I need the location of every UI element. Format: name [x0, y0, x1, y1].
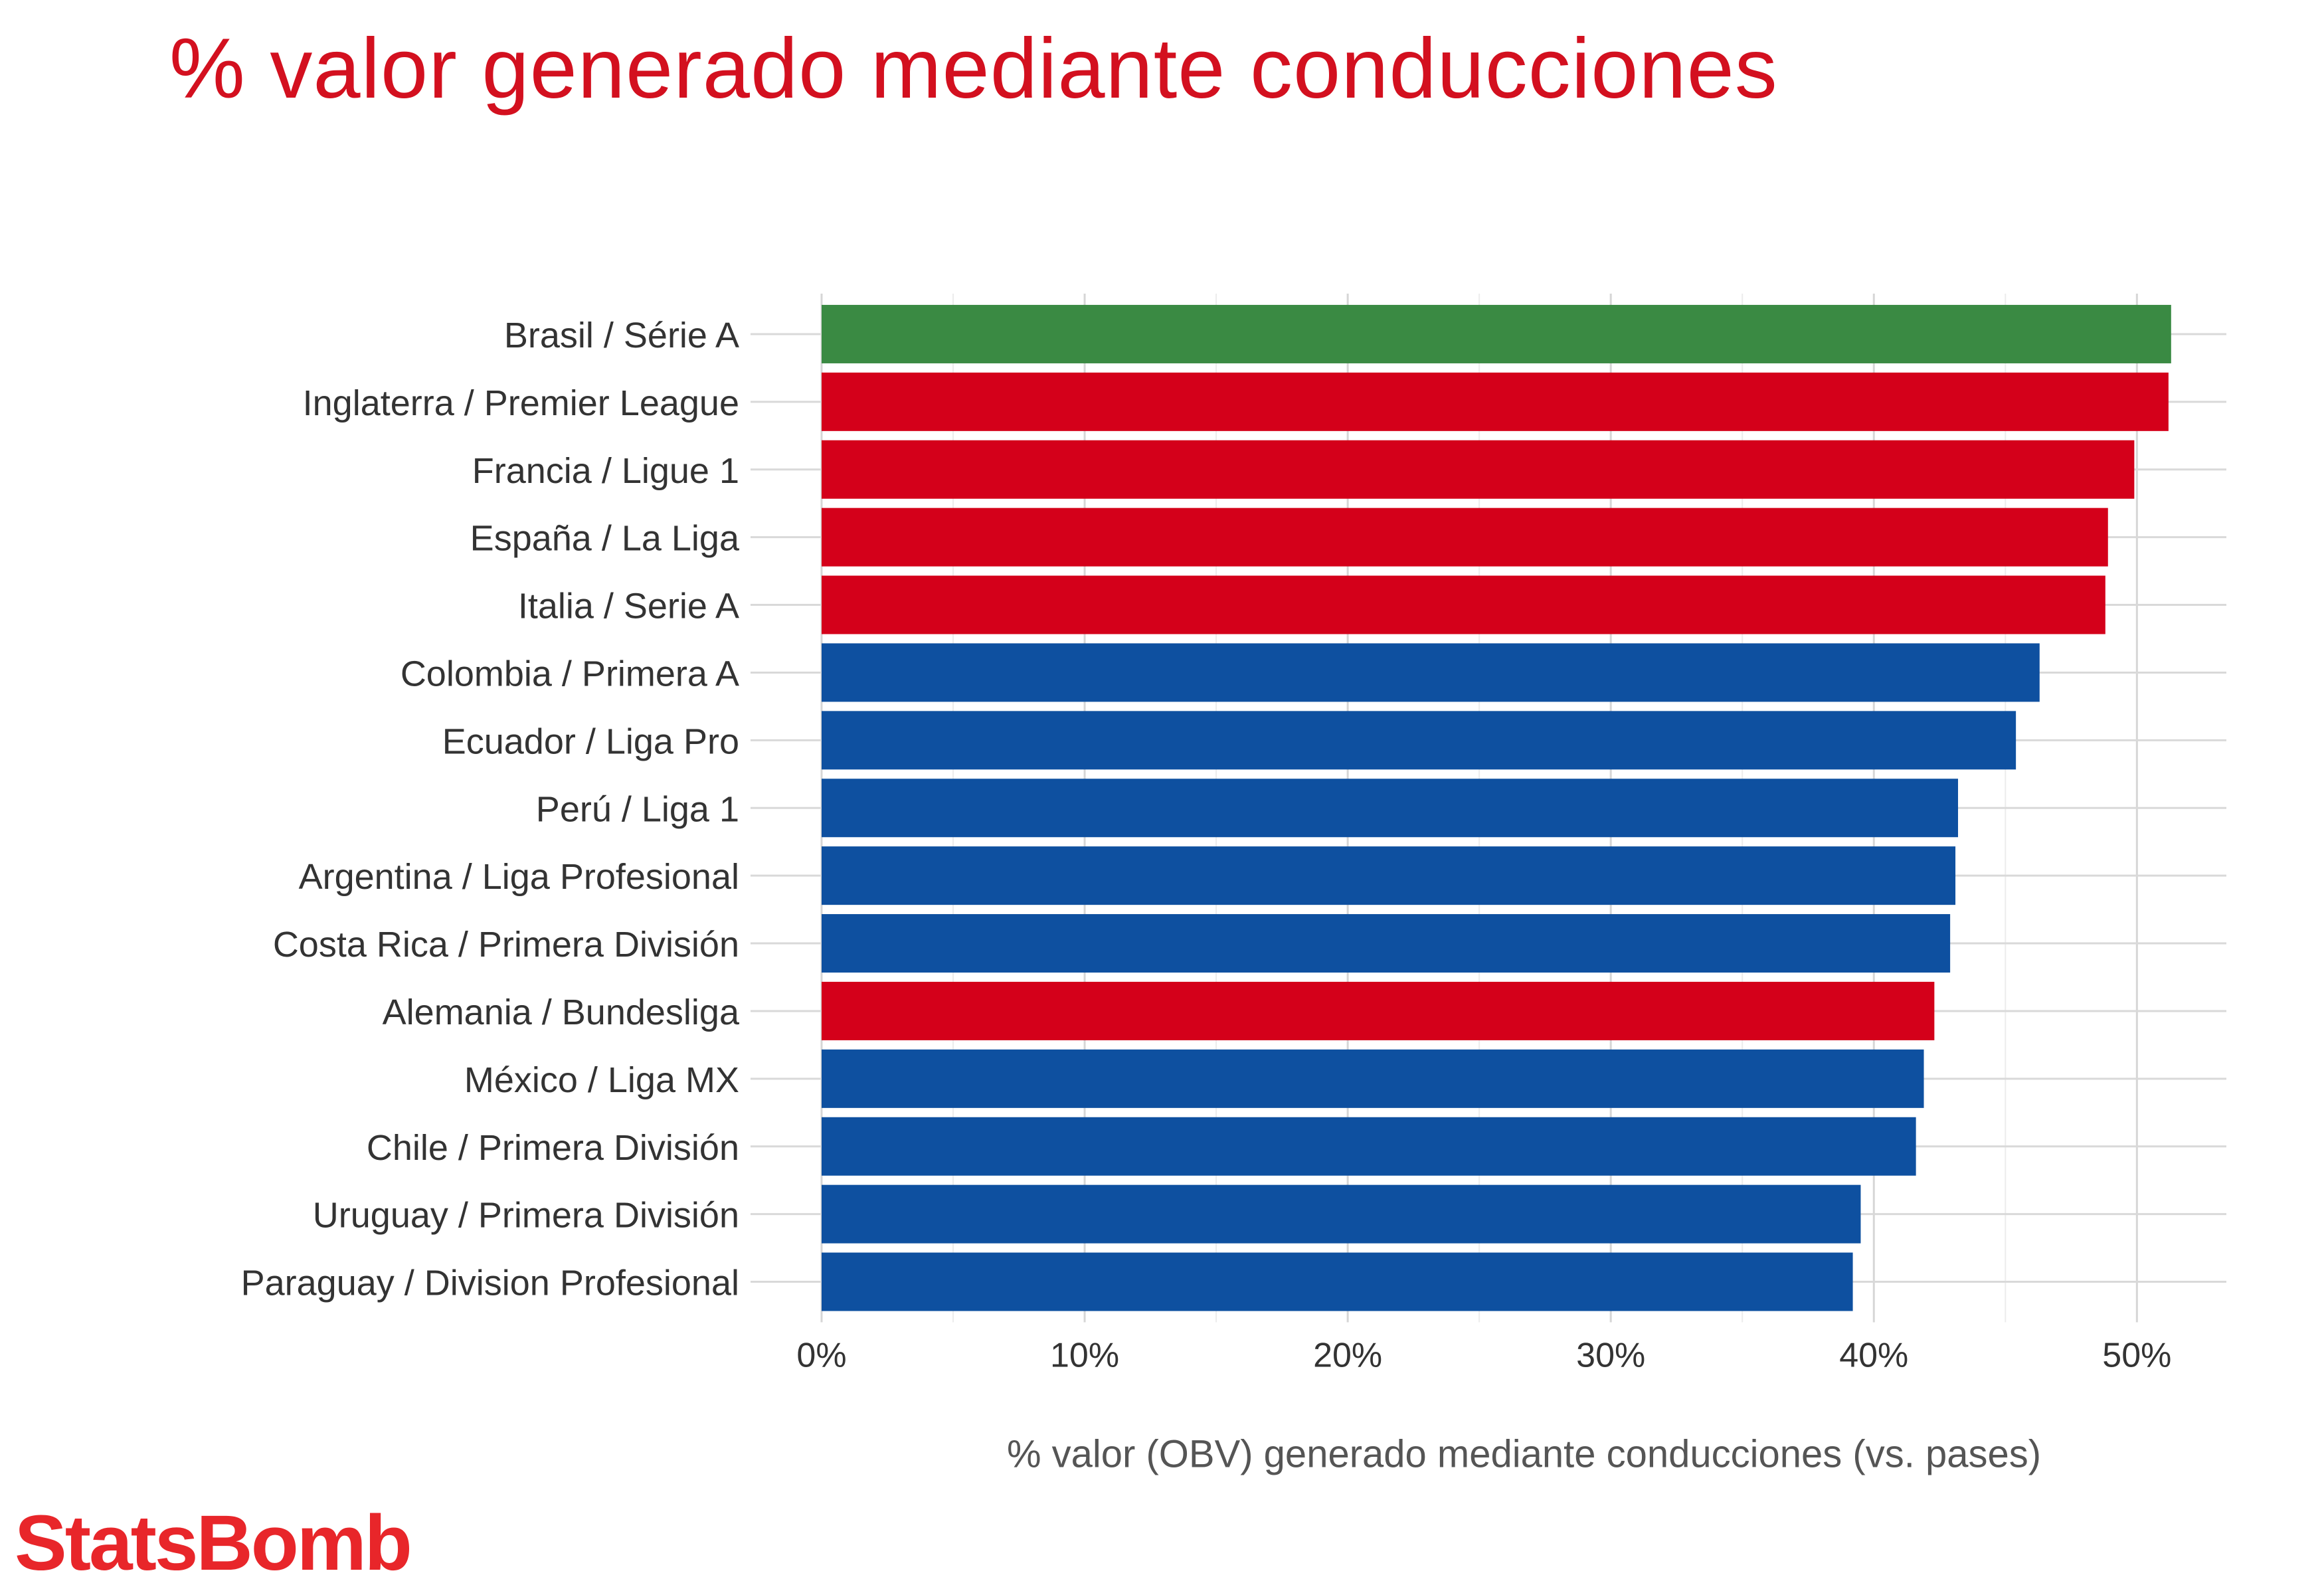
- category-label: Inglaterra / Premier League: [303, 383, 739, 423]
- x-tick-label: 50%: [2102, 1337, 2171, 1375]
- category-label: Brasil / Série A: [504, 316, 739, 355]
- category-label: Francia / Ligue 1: [472, 451, 739, 491]
- category-label: Alemania / Bundesliga: [383, 992, 740, 1032]
- x-tick-label: 20%: [1313, 1337, 1382, 1375]
- bar: [822, 711, 2016, 770]
- x-axis-ticks: 0% 10% 20% 30% 40% 50%: [796, 1337, 2171, 1375]
- bar: [822, 1252, 1853, 1311]
- x-axis-title: % valor (OBV) generado mediante conducci…: [1007, 1433, 2041, 1476]
- bar: [822, 1117, 1916, 1176]
- bar: [822, 508, 2108, 567]
- bars: [822, 304, 2171, 1311]
- bar: [822, 372, 2169, 431]
- bar: [822, 914, 1951, 973]
- bar: [822, 846, 1956, 905]
- category-label: Chile / Primera División: [367, 1128, 739, 1168]
- category-label: Costa Rica / Primera División: [273, 925, 739, 965]
- category-label: Perú / Liga 1: [536, 789, 739, 829]
- category-label: Ecuador / Liga Pro: [442, 721, 739, 761]
- category-label: Colombia / Primera A: [401, 654, 739, 694]
- category-labels: Brasil / Série A Inglaterra / Premier Lea…: [241, 316, 740, 1303]
- category-label: Italia / Serie A: [518, 587, 739, 626]
- x-tick-label: 10%: [1050, 1337, 1119, 1375]
- bar: [822, 440, 2135, 499]
- statsbomb-logo: StatsBomb: [15, 1499, 412, 1587]
- x-tick-label: 40%: [1839, 1337, 1908, 1375]
- x-tick-label: 0%: [796, 1337, 846, 1375]
- bar: [822, 575, 2105, 634]
- bar: [822, 643, 2040, 702]
- bar: [822, 981, 1935, 1040]
- bar: [822, 1184, 1861, 1244]
- category-label: Uruguay / Primera División: [313, 1196, 739, 1236]
- bar: [822, 1049, 1924, 1108]
- x-tick-label: 30%: [1576, 1337, 1645, 1375]
- category-label: Argentina / Liga Profesional: [299, 857, 739, 897]
- category-label: Paraguay / Division Profesional: [241, 1263, 739, 1303]
- category-label: España / La Liga: [470, 519, 740, 559]
- category-label: México / Liga MX: [464, 1060, 739, 1100]
- bar: [822, 779, 1959, 838]
- bar: [822, 304, 2171, 363]
- chart-title: % valor generado mediante conducciones: [169, 21, 1778, 116]
